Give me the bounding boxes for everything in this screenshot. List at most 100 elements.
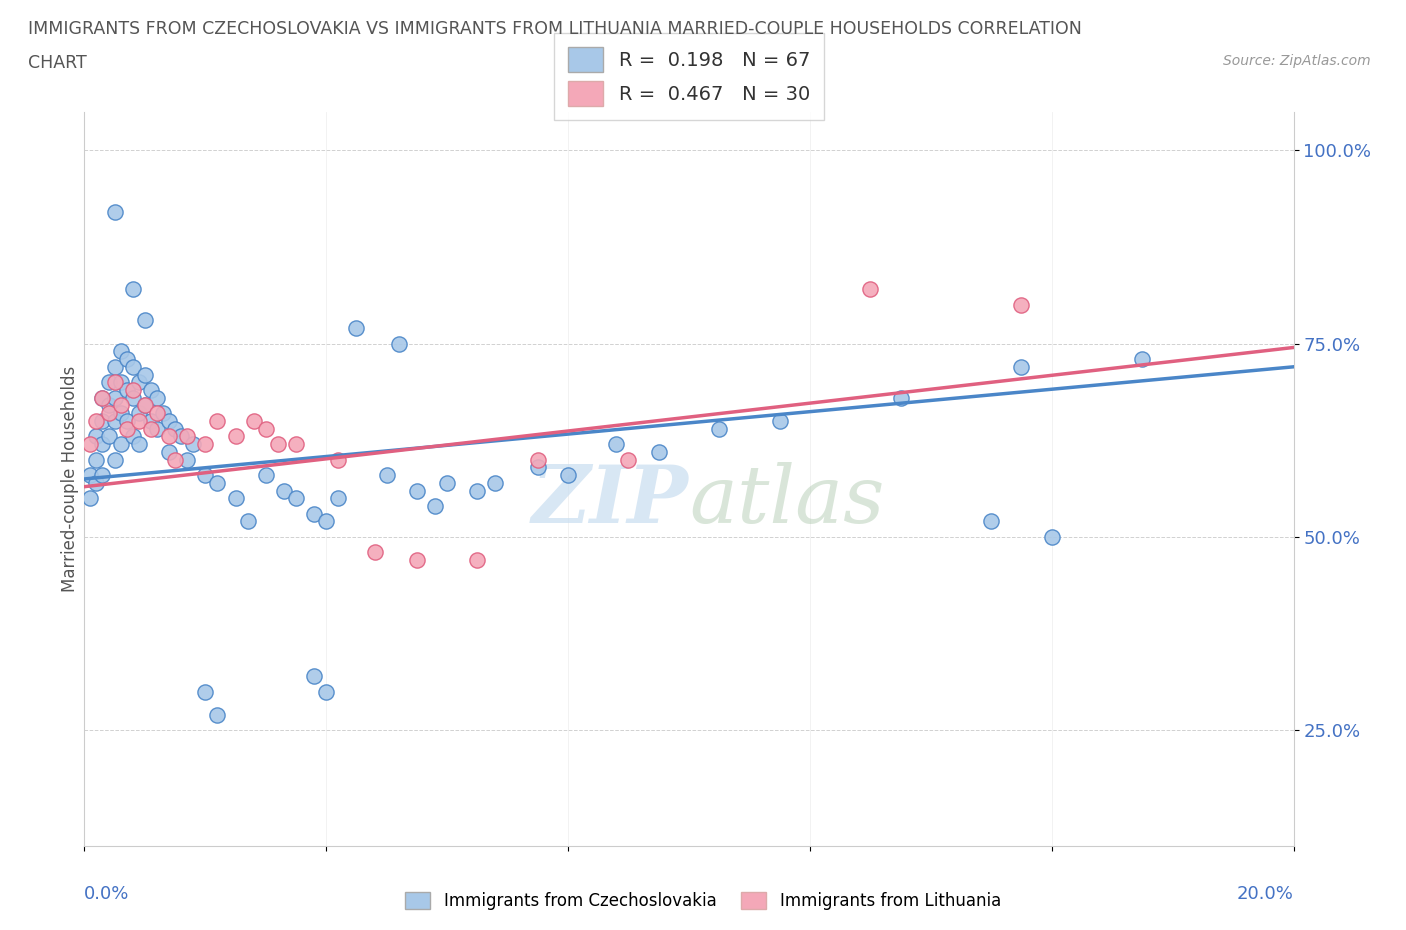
Point [104,375,127,390]
Point [86,475,108,490]
Point [91,391,114,405]
Point [110,405,132,420]
Point [423,498,446,513]
Point [152,405,174,420]
Point [617,452,640,467]
Legend: Immigrants from Czechoslovakia, Immigrants from Lithuania: Immigrants from Czechoslovakia, Immigran… [398,885,1008,917]
Point [769,414,792,429]
Point [115,352,138,366]
Point [115,382,138,397]
Point [128,405,150,420]
Point [134,398,156,413]
Point [115,414,138,429]
Point [134,313,156,328]
Text: CHART: CHART [28,54,87,72]
Point [859,282,882,297]
Point [436,475,458,490]
Point [194,437,217,452]
Point [121,391,143,405]
Point [1011,359,1033,374]
Point [315,684,337,699]
Point [467,552,489,567]
Point [267,437,290,452]
Text: IMMIGRANTS FROM CZECHOSLOVAKIA VS IMMIGRANTS FROM LITHUANIA MARRIED-COUPLE HOUSE: IMMIGRANTS FROM CZECHOSLOVAKIA VS IMMIGR… [28,20,1083,38]
Point [146,421,169,436]
Point [285,437,308,452]
Point [97,405,120,420]
Point [1040,529,1063,544]
Point [134,398,156,413]
Point [157,429,180,444]
Point [110,375,132,390]
Point [375,468,398,483]
Point [273,483,295,498]
Point [104,205,127,219]
Point [1011,298,1033,312]
Point [121,382,143,397]
Point [406,552,429,567]
Point [207,475,229,490]
Point [104,391,127,405]
Point [328,491,350,506]
Point [302,506,325,521]
Point [134,367,156,382]
Point [97,429,120,444]
Point [146,405,169,420]
Point [104,359,127,374]
Point [121,429,143,444]
Point [91,468,114,483]
Point [181,437,204,452]
Point [121,359,143,374]
Point [139,382,162,397]
Point [225,491,247,506]
Point [146,391,169,405]
Point [157,445,180,459]
Point [165,452,187,467]
Point [236,514,259,529]
Point [91,437,114,452]
Point [527,452,550,467]
Point [104,452,127,467]
Point [128,437,150,452]
Text: 0.0%: 0.0% [84,885,129,903]
Point [170,429,193,444]
Point [86,452,108,467]
Point [254,421,277,436]
Point [194,684,217,699]
Point [890,391,912,405]
Point [128,414,150,429]
Point [110,437,132,452]
Point [91,391,114,405]
Point [302,669,325,684]
Point [1130,352,1153,366]
Point [709,421,731,436]
Text: atlas: atlas [689,462,884,539]
Point [97,398,120,413]
Point [605,437,627,452]
Point [176,452,198,467]
Point [242,414,264,429]
Point [315,514,337,529]
Point [139,421,162,436]
Point [285,491,308,506]
Point [328,452,350,467]
Point [254,468,277,483]
Point [406,483,429,498]
Point [157,414,180,429]
Point [97,375,120,390]
Point [388,336,411,351]
Point [346,321,368,336]
Point [115,421,138,436]
Y-axis label: Married-couple Households: Married-couple Households [62,365,80,592]
Point [79,437,101,452]
Point [176,429,198,444]
Point [110,344,132,359]
Point [86,429,108,444]
Point [128,375,150,390]
Point [110,398,132,413]
Text: Source: ZipAtlas.com: Source: ZipAtlas.com [1223,54,1371,68]
Point [121,282,143,297]
Point [91,414,114,429]
Point [104,414,127,429]
Point [165,421,187,436]
